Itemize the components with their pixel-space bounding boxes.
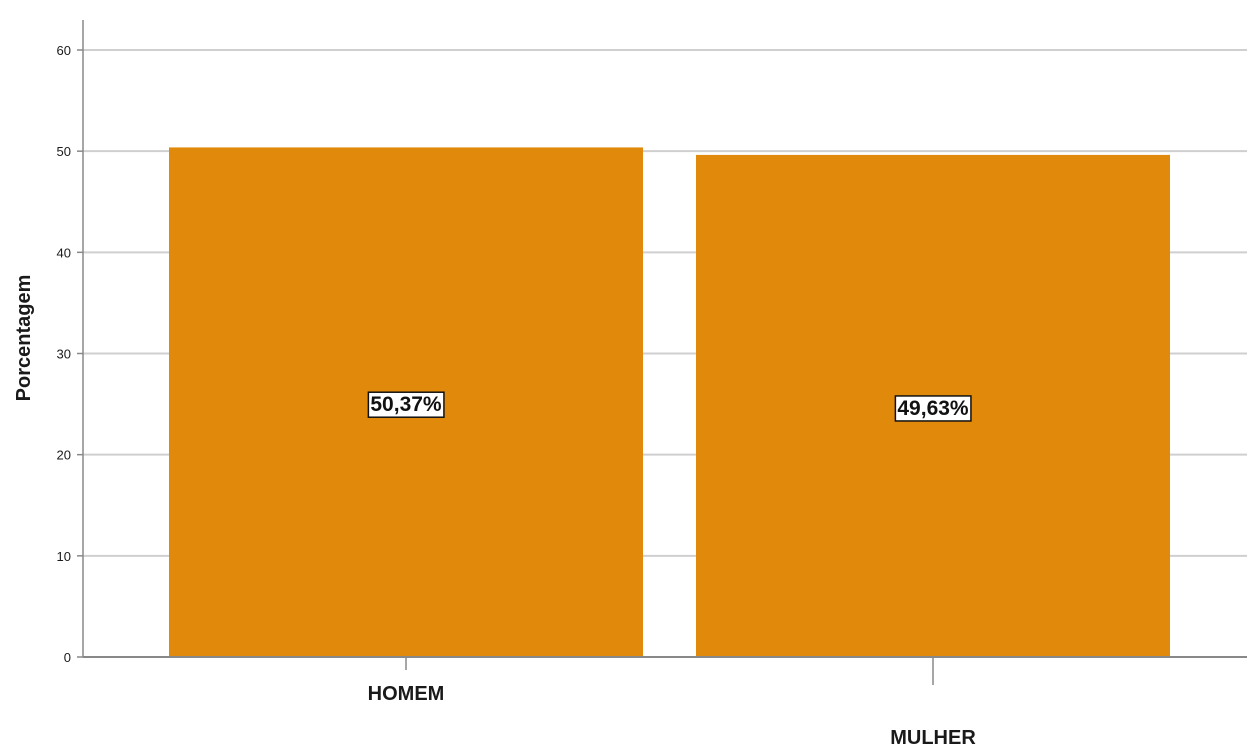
y-tick-label: 60 (57, 43, 71, 58)
data-label-box (367, 391, 445, 418)
data-label-box (894, 395, 972, 422)
data-label-mulher: 49,63% (897, 397, 969, 420)
y-tick-label: 40 (57, 245, 71, 260)
y-tick-label: 50 (57, 144, 71, 159)
y-tick-label: 10 (57, 549, 71, 564)
y-tick-label: 30 (57, 347, 71, 362)
y-axis-title: Porcentagem (13, 275, 35, 402)
y-tick-labels: 0 10 20 30 40 50 60 (57, 43, 83, 665)
x-tick-labels: HOMEM MULHER (368, 657, 976, 749)
y-tick-label: 20 (57, 448, 71, 463)
bars (169, 147, 1170, 657)
x-tick-label-mulher: MULHER (890, 727, 976, 749)
x-tick-label-homem: HOMEM (368, 683, 445, 705)
data-label-homem: 50,37% (370, 393, 442, 416)
data-labels: 50,37% 49,63% (367, 391, 972, 422)
y-tick-label: 0 (64, 650, 71, 665)
axes (82, 20, 1247, 658)
